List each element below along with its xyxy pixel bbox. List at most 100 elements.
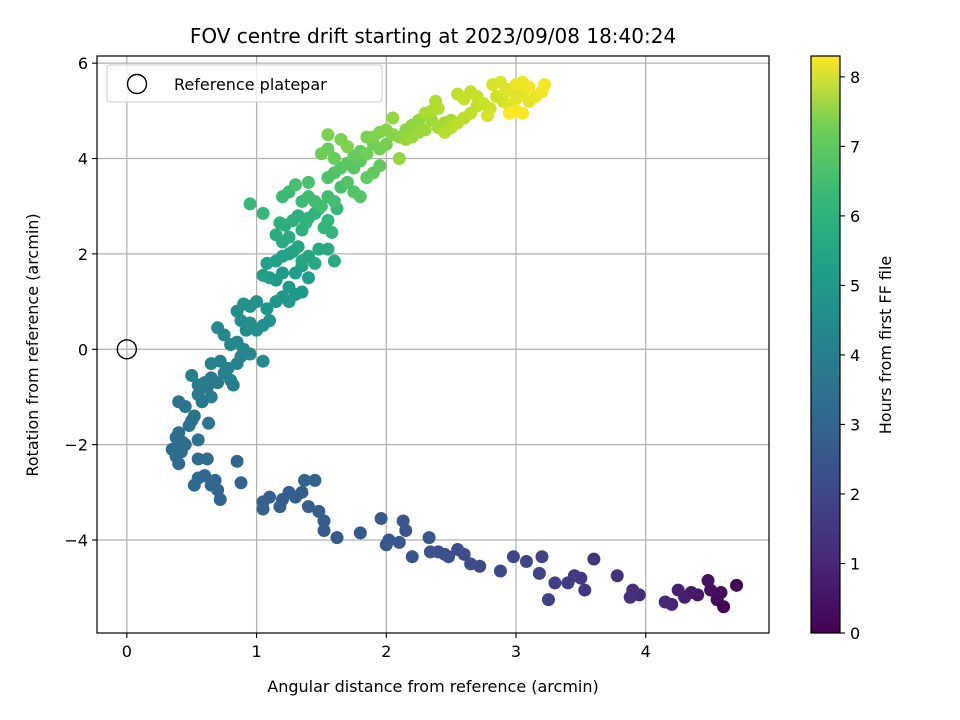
scatter-point xyxy=(317,514,331,528)
scatter-point xyxy=(269,228,283,242)
scatter-point xyxy=(230,454,244,468)
scatter-point xyxy=(423,545,437,559)
colorbar-tick-label: 6 xyxy=(850,207,860,226)
scatter-point xyxy=(185,368,199,382)
scatter-point xyxy=(516,106,530,120)
y-axis-label: Rotation from reference (arcmin) xyxy=(23,213,42,476)
scatter-point xyxy=(295,285,309,299)
scatter-point xyxy=(317,523,331,537)
scatter-point xyxy=(256,354,270,368)
scatter-point xyxy=(451,543,465,557)
scatter-point xyxy=(176,435,190,449)
x-tick-label: 4 xyxy=(641,642,651,661)
colorbar-frame xyxy=(810,55,841,634)
scatter-point xyxy=(730,578,744,592)
scatter-point xyxy=(405,550,419,564)
scatter-point xyxy=(493,75,507,89)
scatter-point xyxy=(321,214,335,228)
scatter-point xyxy=(191,378,205,392)
scatter-point xyxy=(327,254,341,268)
scatter-point xyxy=(373,159,387,173)
scatter-point xyxy=(548,576,562,590)
colorbar-tick-label: 0 xyxy=(850,624,860,643)
scatter-point xyxy=(273,216,287,230)
scatter-point xyxy=(243,347,257,361)
scatter-point xyxy=(538,78,552,92)
colorbar-tick-label: 2 xyxy=(850,485,860,504)
scatter-point xyxy=(714,585,728,599)
colorbar-tick-label: 1 xyxy=(850,554,860,573)
colorbar-tick-label: 4 xyxy=(850,346,860,365)
scatter-point xyxy=(282,230,296,244)
plot-frame xyxy=(96,55,770,634)
colorbar-ticks: 0 1 2 3 4 5 6 7 8 xyxy=(840,68,860,643)
scatter-point xyxy=(172,395,186,409)
scatter-point xyxy=(340,140,354,154)
scatter-point xyxy=(312,504,326,518)
scatter-point xyxy=(327,152,341,166)
x-tick-label: 2 xyxy=(381,642,391,661)
scatter-point xyxy=(386,111,400,125)
y-tick-label: 0 xyxy=(78,340,88,359)
scatter-point xyxy=(191,433,205,447)
scatter-point xyxy=(211,376,225,390)
legend-open-circle-icon xyxy=(126,73,148,95)
y-axis-ticks: −4 −2 0 2 4 6 xyxy=(64,54,97,550)
colorbar-tick-label: 7 xyxy=(850,137,860,156)
scatter-point xyxy=(522,80,536,94)
x-tick-label: 3 xyxy=(511,642,521,661)
scatter-point xyxy=(260,302,274,316)
scatter-point xyxy=(587,552,601,566)
colorbar-tick-label: 8 xyxy=(850,68,860,87)
scatter-point xyxy=(374,512,388,526)
scatter-point xyxy=(499,85,513,99)
colorbar-label: Hours from first FF file xyxy=(876,256,895,435)
y-tick-label: 6 xyxy=(78,54,88,73)
scatter-point xyxy=(578,583,592,597)
scatter-point xyxy=(314,199,328,213)
scatter-point xyxy=(396,514,410,528)
scatter-point xyxy=(282,280,296,294)
scatter-point xyxy=(321,128,335,142)
scatter-point xyxy=(263,314,277,328)
scatter-point xyxy=(503,106,517,120)
scatter-point xyxy=(204,357,218,371)
scatter-point xyxy=(464,557,478,571)
scatter-point xyxy=(200,452,214,466)
scatter-point xyxy=(204,390,218,404)
scatter-point xyxy=(325,225,339,239)
scatter-point xyxy=(204,478,218,492)
data-points xyxy=(165,75,744,614)
x-axis-label: Angular distance from reference (arcmin) xyxy=(267,677,598,696)
scatter-point xyxy=(623,590,637,604)
scatter-point xyxy=(191,452,205,466)
legend-box xyxy=(106,64,383,103)
scatter-point xyxy=(291,240,305,254)
y-tick-label: −4 xyxy=(64,531,88,550)
scatter-point xyxy=(301,500,315,514)
scatter-point xyxy=(532,566,546,580)
scatter-point xyxy=(256,502,270,516)
scatter-point xyxy=(314,147,328,161)
scatter-point xyxy=(379,538,393,552)
scatter-point xyxy=(658,595,672,609)
scatter-point xyxy=(226,378,240,392)
scatter-point xyxy=(187,478,201,492)
scatter-point xyxy=(211,321,225,335)
x-tick-label: 1 xyxy=(251,642,261,661)
scatter-point xyxy=(353,526,367,540)
colorbar-tick-label: 3 xyxy=(850,415,860,434)
scatter-point xyxy=(312,242,326,256)
chart-title: FOV centre drift starting at 2023/09/08 … xyxy=(190,24,676,48)
scatter-point xyxy=(321,242,335,256)
scatter-point xyxy=(256,268,270,282)
y-tick-label: −2 xyxy=(64,436,88,455)
scatter-point xyxy=(237,297,251,311)
scatter-point xyxy=(541,593,555,607)
scatter-point xyxy=(392,535,406,549)
scatter-point xyxy=(308,473,322,487)
colorbar-tick-label: 5 xyxy=(850,276,860,295)
scatter-point xyxy=(431,101,445,115)
x-tick-label: 0 xyxy=(122,642,132,661)
